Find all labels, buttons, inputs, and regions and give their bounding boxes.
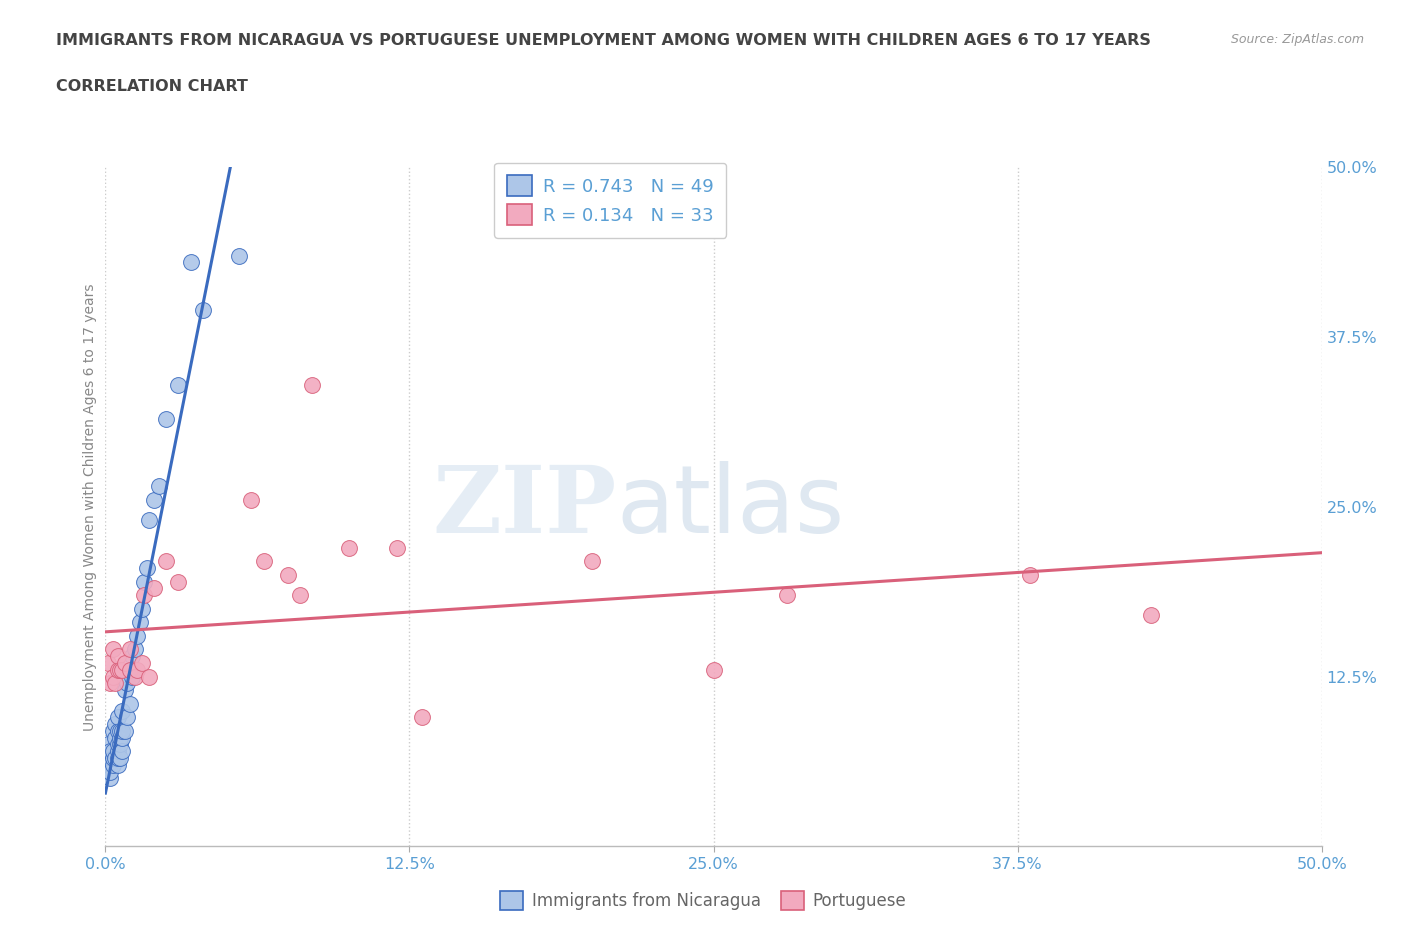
Legend: Immigrants from Nicaragua, Portuguese: Immigrants from Nicaragua, Portuguese	[494, 884, 912, 917]
Legend: R = 0.743   N = 49, R = 0.134   N = 33: R = 0.743 N = 49, R = 0.134 N = 33	[494, 163, 727, 238]
Point	[97, 737, 120, 752]
Point	[98, 676, 121, 691]
Point	[167, 574, 190, 589]
Point	[101, 757, 124, 772]
Point	[107, 662, 129, 677]
Point	[148, 479, 170, 494]
Point	[101, 670, 124, 684]
Point	[180, 255, 202, 270]
Point	[97, 757, 120, 772]
Point	[94, 751, 117, 765]
Point	[240, 493, 263, 508]
Point	[252, 553, 274, 568]
Point	[107, 710, 129, 724]
Point	[138, 670, 160, 684]
Point	[134, 588, 156, 603]
Point	[143, 581, 166, 596]
Point	[111, 730, 134, 745]
Point	[107, 757, 129, 772]
Point	[134, 574, 156, 589]
Point	[155, 411, 177, 426]
Point	[108, 730, 131, 745]
Point	[337, 540, 360, 555]
Point	[107, 737, 129, 752]
Point	[104, 751, 127, 765]
Point	[167, 378, 190, 392]
Point	[101, 642, 124, 657]
Point	[107, 649, 129, 664]
Point	[124, 642, 146, 657]
Point	[228, 248, 250, 263]
Point	[111, 744, 134, 759]
Point	[98, 744, 121, 759]
Text: CORRELATION CHART: CORRELATION CHART	[56, 79, 247, 94]
Text: Source: ZipAtlas.com: Source: ZipAtlas.com	[1230, 33, 1364, 46]
Point	[702, 662, 725, 677]
Point	[107, 751, 129, 765]
Point	[125, 629, 148, 644]
Point	[108, 724, 131, 738]
Point	[108, 751, 131, 765]
Point	[128, 615, 150, 630]
Point	[107, 724, 129, 738]
Point	[118, 642, 141, 657]
Point	[114, 656, 136, 671]
Point	[98, 771, 121, 786]
Point	[191, 302, 214, 317]
Point	[98, 764, 121, 779]
Y-axis label: Unemployment Among Women with Children Ages 6 to 17 years: Unemployment Among Women with Children A…	[83, 283, 97, 731]
Point	[387, 540, 409, 555]
Point	[118, 662, 141, 677]
Point	[104, 676, 127, 691]
Text: atlas: atlas	[616, 461, 845, 552]
Point	[114, 683, 136, 698]
Point	[101, 751, 124, 765]
Point	[138, 513, 160, 528]
Point	[104, 717, 127, 732]
Point	[131, 602, 153, 617]
Point	[155, 553, 177, 568]
Point	[411, 710, 433, 724]
Point	[111, 703, 134, 718]
Point	[581, 553, 603, 568]
Point	[118, 697, 141, 711]
Text: ZIP: ZIP	[432, 462, 616, 551]
Point	[114, 724, 136, 738]
Point	[101, 724, 124, 738]
Text: IMMIGRANTS FROM NICARAGUA VS PORTUGUESE UNEMPLOYMENT AMONG WOMEN WITH CHILDREN A: IMMIGRANTS FROM NICARAGUA VS PORTUGUESE …	[56, 33, 1152, 47]
Point	[288, 588, 311, 603]
Point	[107, 744, 129, 759]
Point	[108, 737, 131, 752]
Point	[117, 710, 139, 724]
Point	[124, 670, 146, 684]
Point	[277, 567, 299, 582]
Point	[101, 744, 124, 759]
Point	[1140, 608, 1163, 623]
Point	[143, 493, 166, 508]
Point	[108, 662, 131, 677]
Point	[775, 588, 797, 603]
Point	[111, 662, 134, 677]
Point	[118, 662, 141, 677]
Point	[104, 730, 127, 745]
Point	[131, 656, 153, 671]
Point	[135, 561, 157, 576]
Point	[121, 649, 143, 664]
Point	[117, 676, 139, 691]
Point	[97, 656, 120, 671]
Point	[121, 670, 143, 684]
Point	[1018, 567, 1040, 582]
Point	[301, 378, 323, 392]
Point	[125, 662, 148, 677]
Point	[111, 724, 134, 738]
